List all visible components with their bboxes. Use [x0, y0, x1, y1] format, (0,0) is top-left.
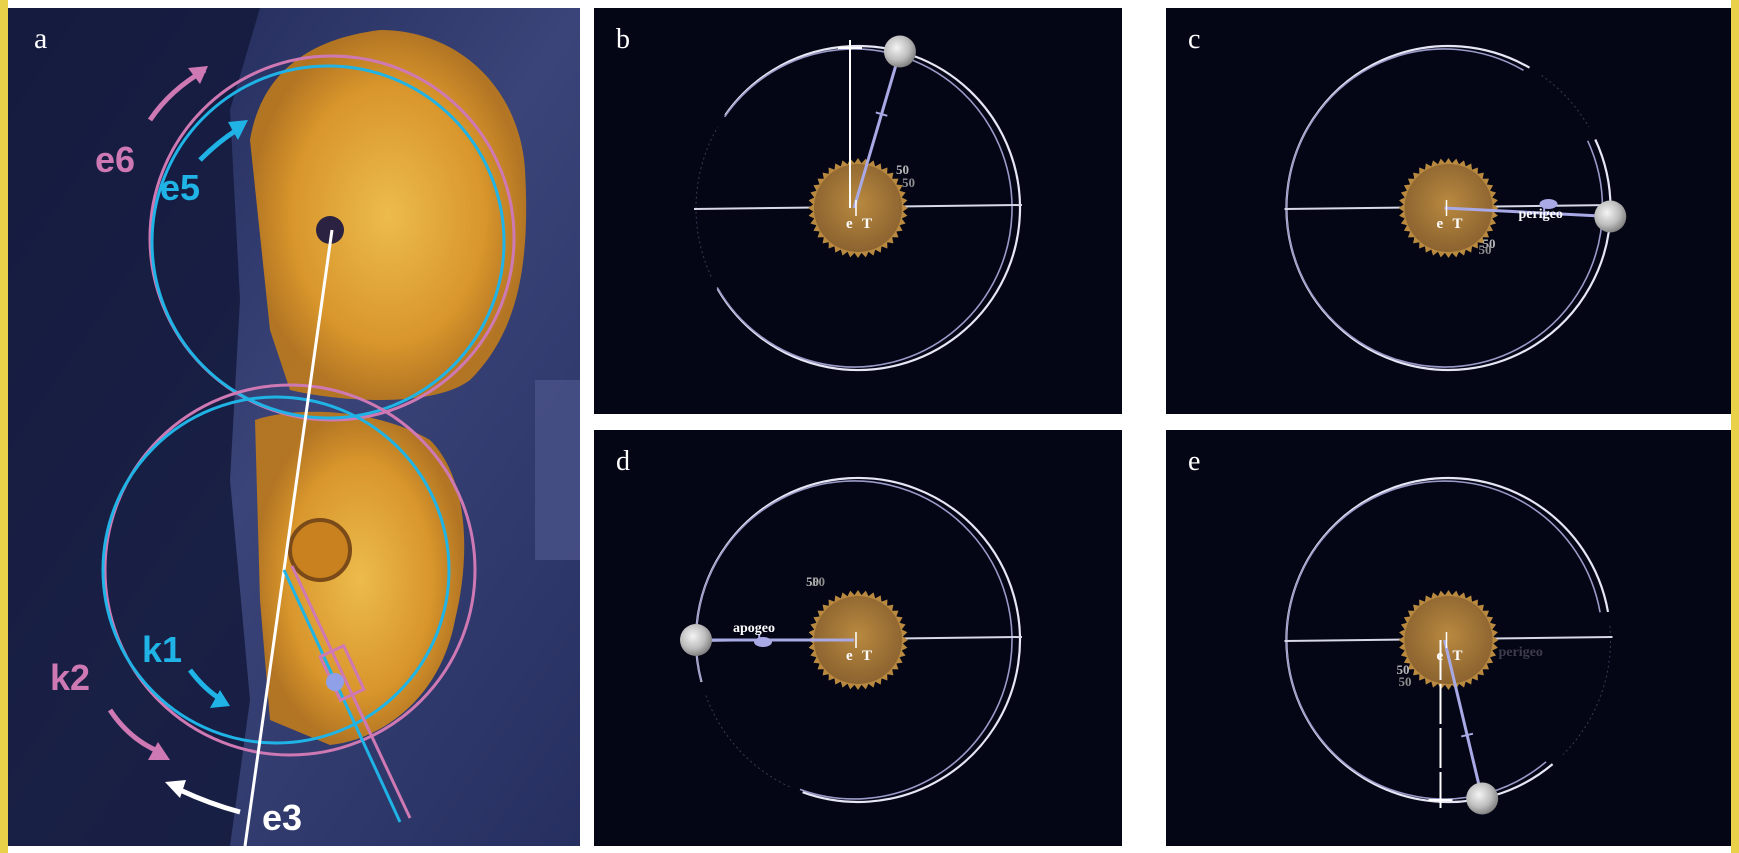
earth-gear — [814, 164, 902, 252]
scan-block — [535, 380, 580, 560]
eccentric-label: e — [846, 216, 853, 232]
panel-e-label: e — [1188, 446, 1200, 477]
tick-label-1: 50 — [1397, 662, 1410, 677]
panel-a: a e6 e5 k1 k2 e3 — [8, 8, 580, 847]
label-k2: k2 — [50, 657, 90, 698]
label-e5: e5 — [160, 167, 200, 208]
orbit-ring-faded — [695, 126, 719, 277]
tick-label-2: 50 — [902, 175, 915, 190]
moon — [680, 624, 712, 656]
pin-slot-pink — [290, 565, 412, 819]
scan-lower-gear — [255, 411, 465, 745]
scan-upper-hub — [316, 216, 344, 244]
k2-arrowhead — [148, 742, 170, 760]
tick-label-1: 50 — [1483, 236, 1496, 251]
marker-label: perigeo — [1519, 207, 1563, 222]
marker-ellipse — [754, 637, 772, 647]
moon — [1594, 200, 1627, 233]
panel-b-label: b — [616, 24, 630, 55]
orbit-ring-inner — [716, 48, 1013, 368]
orbit-ring-outer — [716, 44, 1022, 372]
k-upper-pink-circle — [148, 54, 516, 422]
panel-d-label: d — [616, 446, 630, 477]
e3-axis-line — [243, 229, 334, 847]
tick-label-1: 50 — [896, 162, 909, 177]
scan-dark-region — [8, 8, 260, 846]
e6-arrowhead — [188, 66, 208, 84]
left-frame — [0, 0, 8, 853]
center-label: T — [862, 648, 872, 664]
moon-pointer — [1443, 639, 1484, 799]
e3-arrow — [178, 787, 241, 815]
pointer-tick — [1461, 732, 1474, 738]
tick-label-2: 50 — [1479, 242, 1492, 257]
pin-dot — [326, 673, 344, 691]
label-e3: e3 — [262, 797, 302, 838]
earth-gear — [814, 596, 902, 684]
e3-arrowhead — [165, 780, 186, 798]
moon — [883, 35, 916, 68]
pin-slot-cyan — [282, 569, 402, 823]
center-label: T — [862, 216, 872, 232]
earth-gear — [1404, 596, 1493, 684]
moon-pointer — [852, 51, 902, 209]
k-upper-cyan-circle — [150, 64, 506, 420]
tick-label-2: 50 — [1399, 674, 1412, 689]
k-lower-cyan-circle — [101, 395, 451, 745]
marker-label: perigeo — [1499, 645, 1543, 660]
scan-upper-gear — [250, 30, 527, 400]
center-label: T — [1453, 216, 1463, 232]
k-lower-pink-circle — [103, 383, 477, 757]
orbit-ring-faded — [1562, 625, 1611, 755]
right-frame — [1731, 0, 1739, 853]
center-label: T — [1453, 648, 1463, 664]
tick-label-2: 50 — [812, 574, 825, 589]
marker-ellipse — [1539, 199, 1558, 209]
e5-arrowhead — [228, 120, 248, 140]
orbit-ring-inner — [1285, 480, 1601, 800]
moon — [1466, 782, 1499, 815]
marker-label: apogeo — [733, 621, 775, 636]
pointer-tick — [1542, 207, 1546, 220]
orbit-ring-inner — [1285, 48, 1604, 368]
eccentric-label: e — [1437, 216, 1444, 232]
orbit-ring-faded — [1541, 74, 1590, 128]
pointer-tick — [875, 111, 888, 117]
orbit-ring-inner — [695, 480, 1013, 800]
label-k1: k1 — [142, 629, 182, 670]
eccentric-label: e — [1437, 648, 1444, 664]
moon-pointer — [1444, 206, 1611, 218]
scan-lower-hub — [288, 518, 352, 582]
panel-c-label: c — [1188, 24, 1200, 55]
tick-label-1: 50 — [806, 574, 819, 589]
eccentric-label: e — [846, 648, 853, 664]
label-e6: e6 — [95, 139, 135, 180]
panel-a-label: a — [34, 22, 47, 55]
k1-arrowhead — [210, 690, 230, 708]
